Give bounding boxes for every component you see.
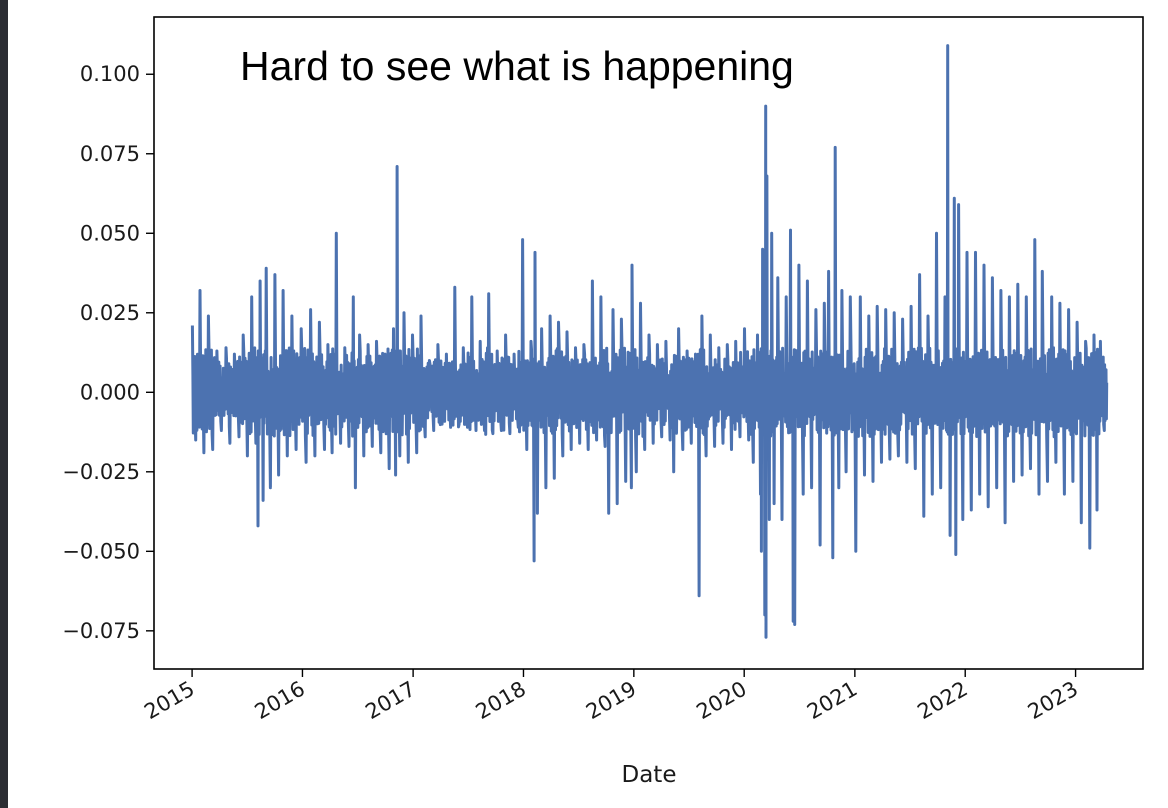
x-tick-label: 2015 (140, 677, 198, 725)
line-chart: 0.100 0.075 0.050 0.025 0.000 −0.025 −0.050 −0.… (62, 16, 1144, 788)
x-tick-label: 2018 (472, 677, 530, 725)
x-tick-label: 2016 (251, 677, 309, 725)
series-line-0 (190, 44, 1109, 639)
y-tick-label: −0.050 (62, 539, 140, 563)
x-tick-label: 2021 (803, 677, 861, 725)
series-layer (190, 44, 1109, 639)
x-tick-label: 2023 (1024, 677, 1082, 725)
y-tick-label: 0.075 (80, 142, 140, 166)
x-axis-label: Date (622, 762, 677, 788)
y-tick-label: 0.100 (80, 62, 140, 86)
y-tick-label: 0.050 (80, 221, 140, 245)
y-tick-label: 0.025 (80, 301, 140, 325)
x-tick-label: 2017 (361, 677, 419, 725)
chart-annotation: Hard to see what is happening (240, 43, 794, 89)
y-tick-label: −0.075 (62, 619, 140, 643)
y-tick-label: −0.025 (62, 460, 140, 484)
plot-area-frame (153, 16, 1144, 670)
x-tick-label: 2020 (692, 677, 750, 725)
x-tick-label: 2022 (913, 677, 971, 725)
y-tick-label: 0.000 (80, 380, 140, 404)
x-tick-label: 2019 (582, 677, 640, 725)
figure-canvas: 0.100 0.075 0.050 0.025 0.000 −0.025 −0.050 −0.… (8, 0, 1168, 808)
